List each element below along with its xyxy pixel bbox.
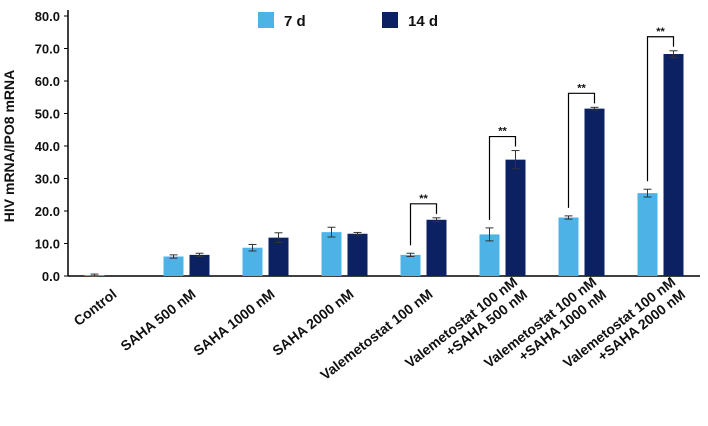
- error-bar: [248, 243, 257, 252]
- error-bar: [511, 150, 520, 170]
- bar: [242, 247, 263, 276]
- y-tick-label: 50.0: [35, 107, 60, 122]
- bar: [189, 254, 210, 276]
- bar: [347, 233, 368, 276]
- significance-bracket: [488, 135, 517, 220]
- y-tick-label: 20.0: [35, 204, 60, 219]
- error-bar: [590, 106, 599, 111]
- error-bar: [274, 232, 283, 244]
- x-tick-label: SAHA 2000 nM: [269, 286, 356, 359]
- legend-swatch: [258, 12, 274, 28]
- x-tick-label-line: Control: [70, 286, 119, 329]
- bar: [584, 108, 605, 276]
- y-tick-label: 70.0: [35, 42, 60, 57]
- error-bar: [485, 227, 494, 242]
- error-bar: [90, 273, 99, 277]
- significance-label: **: [577, 82, 586, 94]
- x-tick-label: Control: [70, 286, 119, 329]
- error-bar: [195, 252, 204, 257]
- error-bar: [643, 188, 652, 198]
- x-tick-label: SAHA 500 nM: [117, 286, 198, 354]
- significance-label: **: [419, 193, 428, 205]
- error-bar: [353, 231, 362, 236]
- significance-bracket: [409, 203, 438, 246]
- bar: [505, 159, 526, 276]
- bar: [268, 237, 289, 276]
- x-tick-label-line: SAHA 1000 nM: [190, 286, 277, 359]
- x-tick-label-line: SAHA 2000 nM: [269, 286, 356, 359]
- bar: [426, 219, 447, 276]
- bar: [637, 193, 658, 276]
- bar: [663, 54, 684, 277]
- x-tick-label: SAHA 1000 nM: [190, 286, 277, 359]
- bar: [163, 256, 184, 276]
- bar: [400, 254, 421, 276]
- y-tick-label: 80.0: [35, 9, 60, 24]
- error-bar: [564, 215, 573, 220]
- bar: [479, 234, 500, 276]
- error-bar: [327, 226, 336, 238]
- significance-label: **: [498, 126, 507, 138]
- error-bar: [669, 50, 678, 58]
- y-tick-label: 0.0: [42, 269, 60, 284]
- y-tick-label: 60.0: [35, 74, 60, 89]
- y-tick-label: 30.0: [35, 172, 60, 187]
- legend-label: 7 d: [284, 13, 306, 30]
- y-axis-label: HIV mRNA/IPO8 mRNA: [1, 70, 17, 222]
- significance-bracket: [646, 36, 675, 182]
- legend-swatch: [382, 12, 398, 28]
- error-bar: [169, 254, 178, 259]
- error-bar: [406, 252, 415, 257]
- x-tick-label-line: SAHA 500 nM: [117, 286, 198, 354]
- error-bar: [432, 217, 441, 223]
- y-tick-label: 10.0: [35, 237, 60, 252]
- significance-bracket: [567, 92, 596, 208]
- significance-label: **: [656, 26, 665, 38]
- bar: [558, 217, 579, 276]
- bar: [321, 232, 342, 276]
- y-tick-label: 40.0: [35, 139, 60, 154]
- legend-label: 14 d: [408, 13, 438, 30]
